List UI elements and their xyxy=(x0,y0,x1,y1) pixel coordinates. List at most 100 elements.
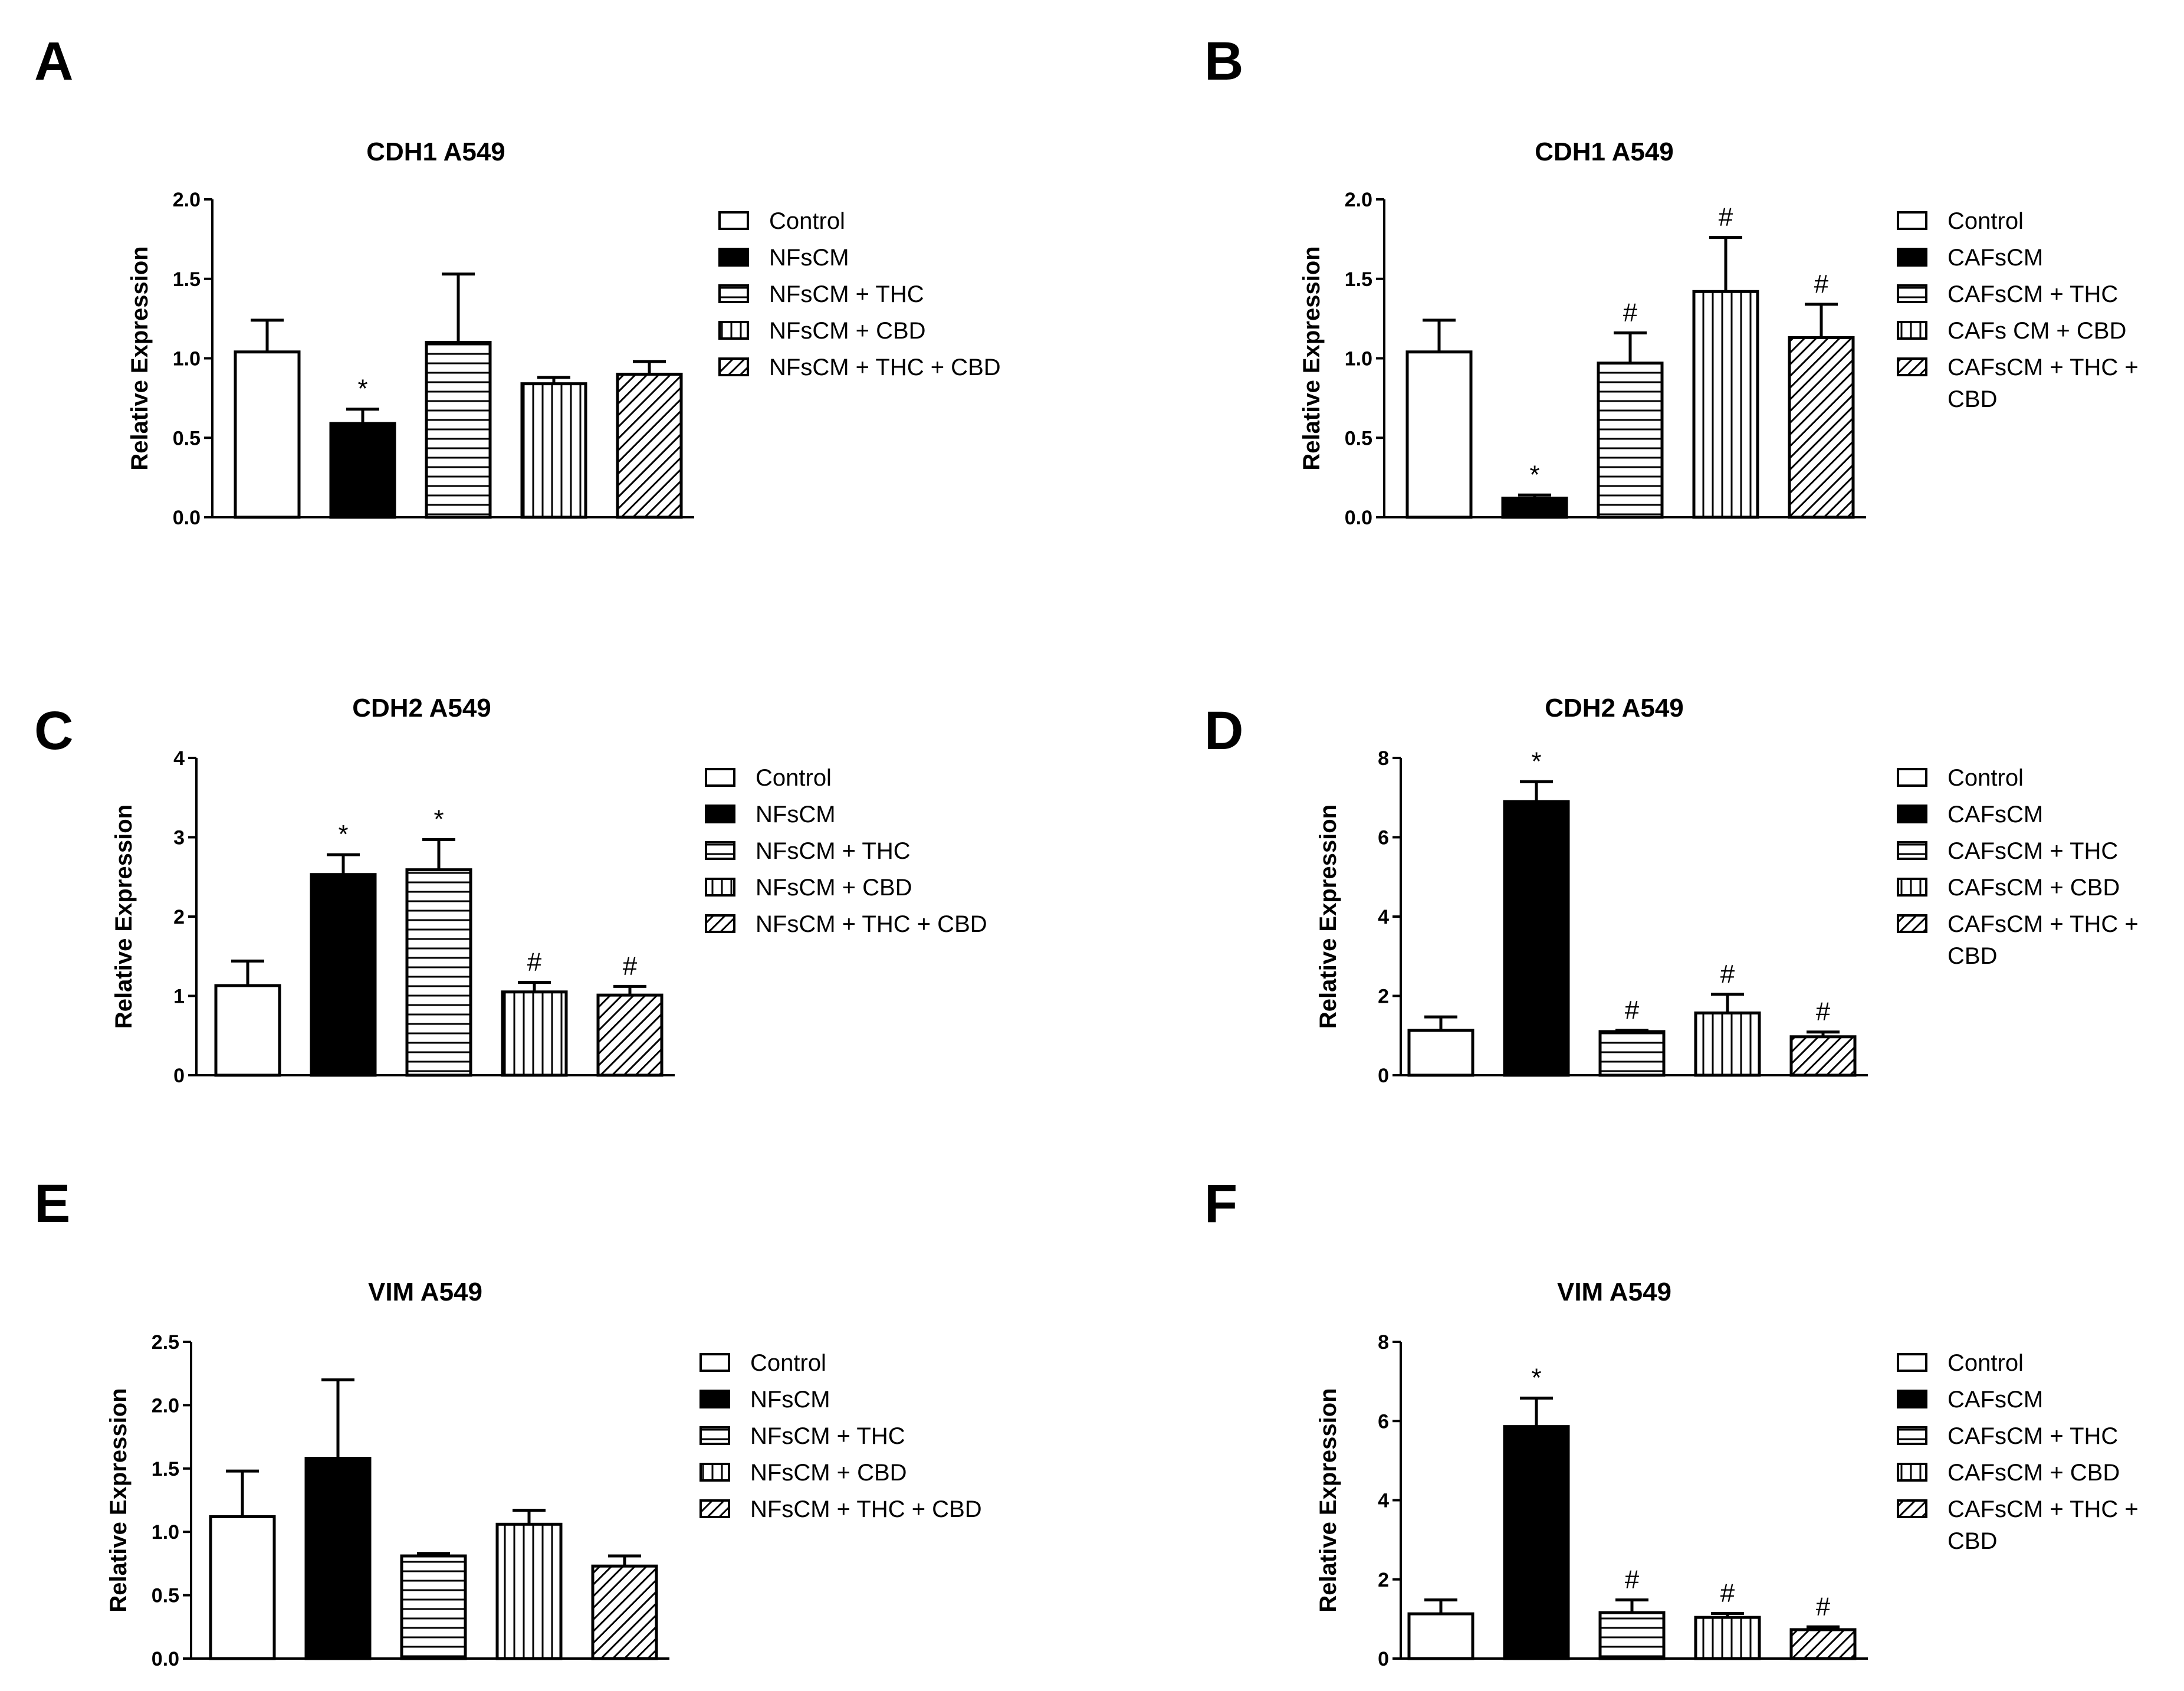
legend-swatch xyxy=(705,878,735,897)
bar-5 xyxy=(616,372,683,519)
bar-4 xyxy=(1694,1011,1761,1077)
legend-swatch xyxy=(718,357,749,376)
legend-label: CAFsCM xyxy=(1947,245,2043,271)
bar-3 xyxy=(1598,1030,1666,1077)
legend-label: CAFsCM + CBD xyxy=(1947,875,2120,901)
legend-label: NFsCM + THC xyxy=(756,838,911,864)
panel-label: E xyxy=(34,1174,70,1234)
y-tick-label: 0.5 xyxy=(173,427,201,449)
legend-swatch xyxy=(1897,841,1927,860)
bar-4 xyxy=(501,990,568,1077)
y-axis-label: Relative Expression xyxy=(127,246,153,470)
bar-3 xyxy=(1597,362,1664,519)
legend-swatch xyxy=(1897,914,1927,933)
legend-label: NFsCM + THC + CBD xyxy=(756,911,987,937)
panel-label: A xyxy=(34,31,73,91)
legend-swatch xyxy=(705,805,735,823)
panel-f: F VIM A549 0 2 4 6 8 Relative Expression * # # # Con… xyxy=(1204,1174,2139,1670)
legend-swatch xyxy=(1897,248,1927,267)
significance-marker: # xyxy=(1720,1578,1735,1607)
legend-label: NFsCM + THC + CBD xyxy=(750,1496,982,1522)
significance-marker: * xyxy=(433,805,444,834)
legend-swatch xyxy=(1897,768,1927,787)
y-axis-label: Relative Expression xyxy=(1299,246,1325,470)
legend-swatch xyxy=(1897,1390,1927,1408)
y-tick-label: 6 xyxy=(1378,1410,1389,1433)
y-tick-label: 0 xyxy=(1378,1065,1389,1087)
legend-label: Control xyxy=(1947,1350,2024,1376)
bar-5 xyxy=(1788,336,1855,519)
chart-title: CDH2 A549 xyxy=(352,694,491,723)
significance-marker: * xyxy=(357,375,367,403)
significance-marker: # xyxy=(1625,996,1640,1025)
bar-4 xyxy=(520,382,587,519)
panel-b: B CDH1 A549 0.0 0.5 1.0 1.5 2.0 Relative Expres… xyxy=(1204,31,2139,529)
bar-1 xyxy=(1407,1029,1474,1077)
bar-1 xyxy=(209,1515,276,1660)
significance-marker: # xyxy=(1625,1565,1640,1594)
legend-swatch xyxy=(699,1390,730,1408)
y-tick-label: 3 xyxy=(173,827,185,849)
legend-swatch xyxy=(705,841,735,860)
bar-1 xyxy=(1407,1612,1474,1660)
legend-label: CAFsCM xyxy=(1947,802,2043,828)
y-tick-label: 4 xyxy=(173,747,185,770)
y-tick-label: 2 xyxy=(1378,1569,1389,1591)
legend-swatch xyxy=(699,1426,730,1445)
bar-2 xyxy=(1501,497,1568,519)
significance-marker: # xyxy=(527,948,542,977)
legend-swatch xyxy=(718,248,749,267)
significance-marker: * xyxy=(338,820,348,849)
legend-swatch xyxy=(1897,1499,1927,1518)
significance-marker: * xyxy=(1531,1363,1541,1392)
y-tick-label: 1.5 xyxy=(1345,268,1372,291)
y-tick-label: 0.0 xyxy=(1345,507,1372,529)
y-tick-label: 0.5 xyxy=(1345,427,1372,449)
legend-label: NFsCM xyxy=(750,1387,830,1413)
y-axis-label: Relative Expression xyxy=(1315,1388,1341,1612)
bar-2 xyxy=(1503,800,1570,1077)
bar-3 xyxy=(425,341,492,519)
y-tick-label: 2.0 xyxy=(173,189,201,211)
legend-label: NFsCM + CBD xyxy=(756,875,912,901)
y-tick-label: 8 xyxy=(1378,747,1389,770)
legend-label: CAFsCM + THC xyxy=(1947,838,2118,864)
bar-4 xyxy=(495,1522,563,1660)
y-tick-label: 4 xyxy=(1378,906,1389,928)
legend-label: NFsCM + THC xyxy=(750,1423,905,1449)
significance-marker: # xyxy=(623,951,638,980)
legend-label: NFsCM xyxy=(769,245,849,271)
bar-1 xyxy=(234,350,301,519)
bar-1 xyxy=(214,984,281,1077)
panel-c: C CDH2 A549 0 1 2 3 4 Relative Expression * * # # Co… xyxy=(34,694,987,1087)
bar-5 xyxy=(1789,1628,1857,1660)
bar-2 xyxy=(310,873,377,1077)
legend-swatch xyxy=(718,211,749,230)
bar-5 xyxy=(591,1564,658,1660)
bar-2 xyxy=(304,1457,372,1660)
legend-label: Control xyxy=(1947,208,2024,234)
y-tick-label: 0.0 xyxy=(173,507,201,529)
legend-swatch xyxy=(699,1463,730,1482)
y-tick-label: 2.5 xyxy=(152,1331,179,1354)
bar-5 xyxy=(596,993,664,1077)
y-axis-label: Relative Expression xyxy=(111,805,137,1029)
legend-swatch xyxy=(1897,1353,1927,1372)
legend-swatch xyxy=(1897,1463,1927,1482)
panel-label: B xyxy=(1204,31,1243,91)
legend-swatch xyxy=(699,1499,730,1518)
legend-label: CAFsCM + CBD xyxy=(1947,1460,2120,1486)
chart-title: VIM A549 xyxy=(1557,1278,1671,1306)
y-tick-label: 1.0 xyxy=(173,348,201,370)
legend-label: NFsCM xyxy=(756,802,836,828)
y-tick-label: 6 xyxy=(1378,827,1389,849)
legend-label: CAFsCM + THC + CBD xyxy=(1947,354,2139,412)
legend-swatch xyxy=(699,1353,730,1372)
legend-label: Control xyxy=(756,765,832,791)
y-tick-label: 1 xyxy=(173,986,185,1008)
bar-5 xyxy=(1789,1035,1857,1077)
panel-label: C xyxy=(34,701,73,761)
legend-swatch xyxy=(705,768,735,787)
legend-swatch xyxy=(1897,321,1927,340)
